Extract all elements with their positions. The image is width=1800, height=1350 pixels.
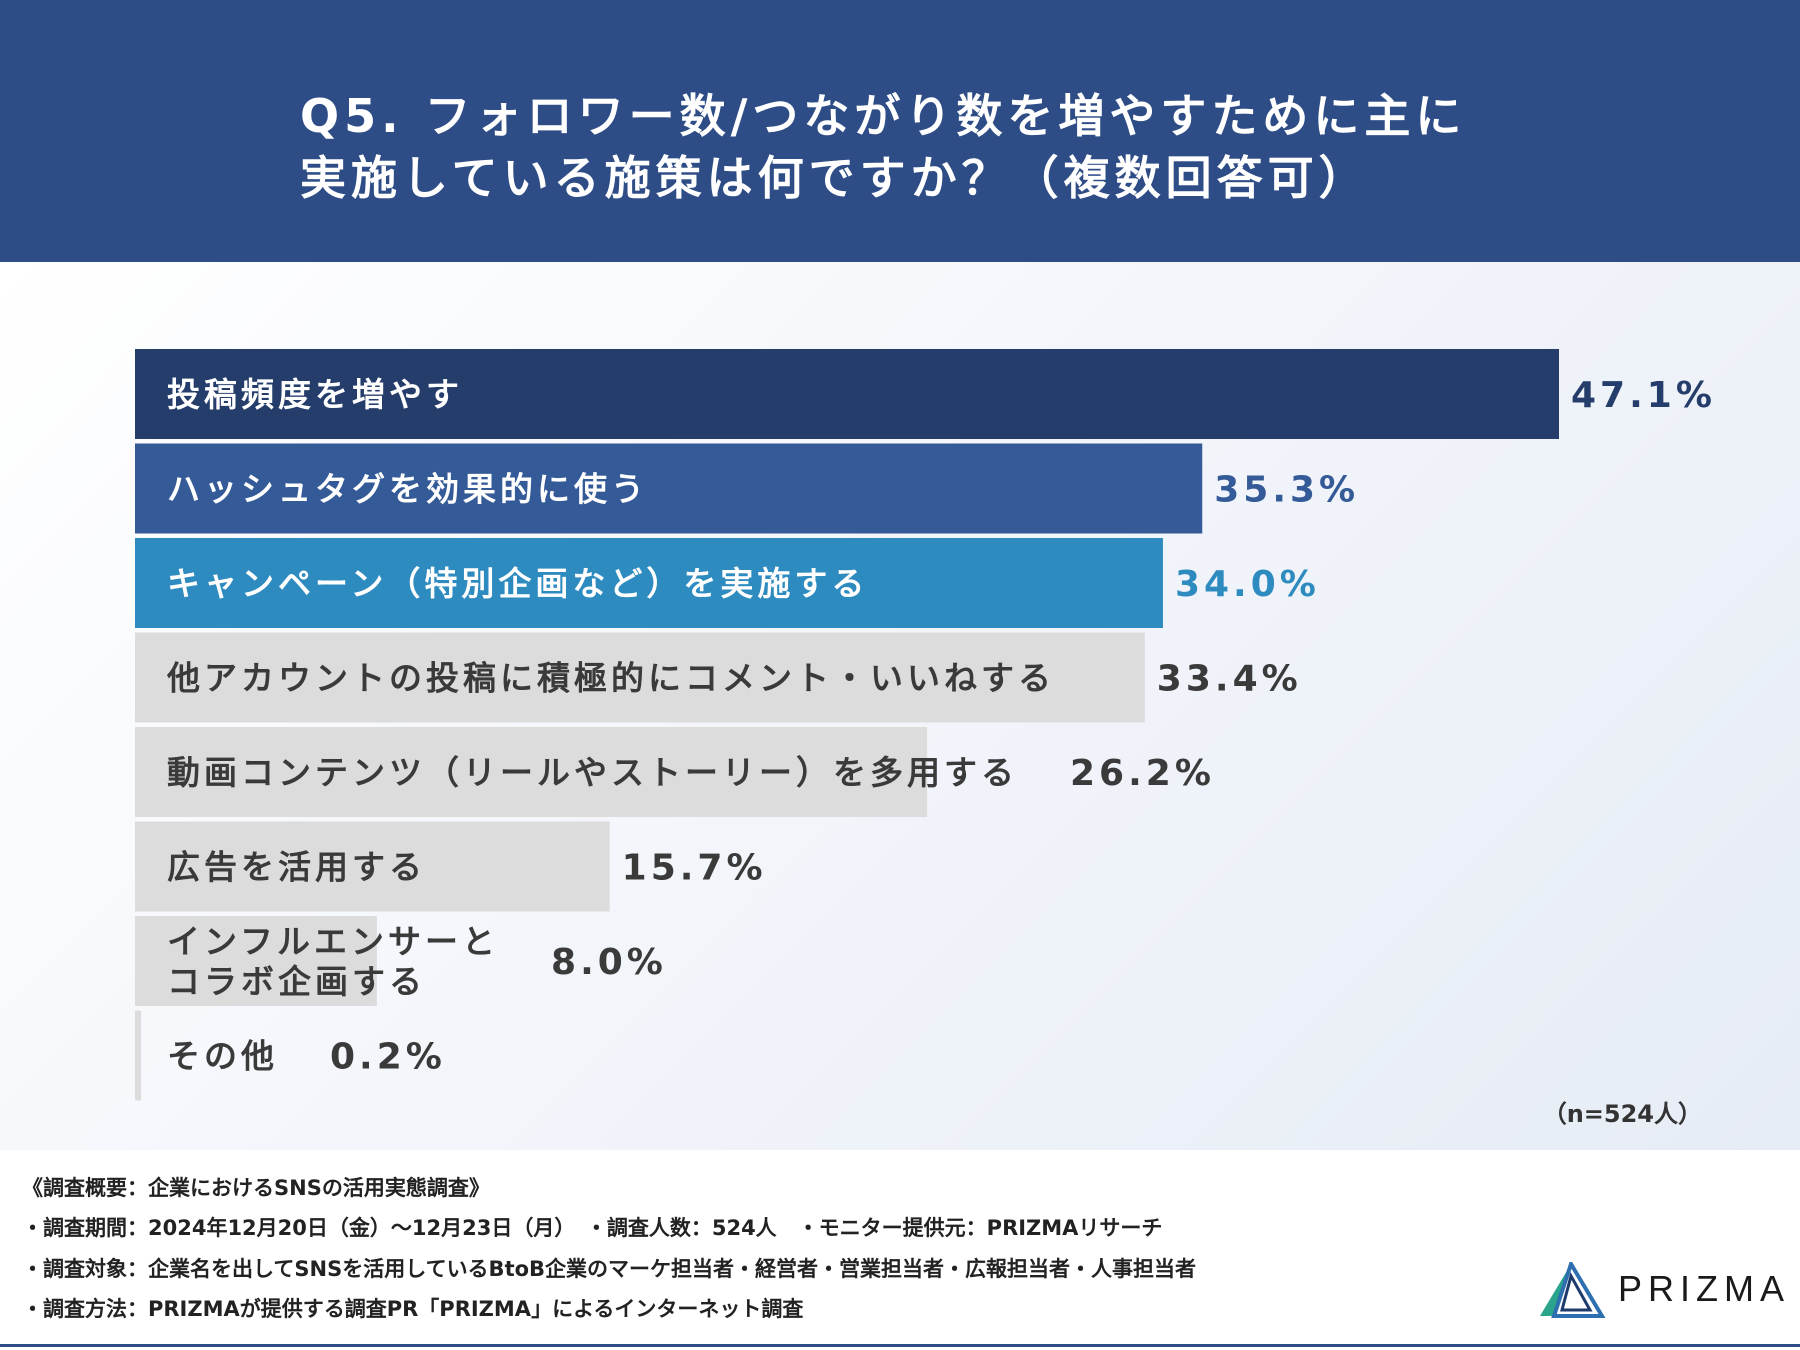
bar-5 bbox=[135, 727, 928, 817]
value-label-7: 8.0% bbox=[551, 942, 667, 983]
survey-footer: 《調査概要：企業におけるSNSの活用実態調査》 ・調査期間：2024年12月20… bbox=[0, 1150, 1800, 1350]
bar-1 bbox=[135, 349, 1559, 439]
bar-label-4: 他アカウントの投稿に積極的にコメント・いいねする bbox=[166, 659, 1055, 698]
bar-label-1: 投稿頻度を増やす bbox=[167, 375, 463, 414]
value-label-6: 15.7% bbox=[622, 848, 767, 889]
bar-label-8: その他 bbox=[167, 1037, 278, 1076]
survey-target: ・調査対象：企業名を出してSNSを活用しているBtoB企業のマーケ担当者・経営者… bbox=[22, 1257, 1197, 1281]
bar-label-6: 広告を活用する bbox=[167, 848, 426, 887]
bar-7 bbox=[135, 916, 377, 1006]
chart-title-line-1: Q5. フォロワー数/つながり数を増やすために主に bbox=[300, 89, 1467, 143]
bar-label-3: キャンペーン（特別企画など）を実施する bbox=[167, 564, 868, 603]
prizma-triangle-icon bbox=[1540, 1262, 1606, 1318]
bar-label-7: インフルエンサーとコラボ企画する bbox=[167, 922, 499, 1001]
survey-period: ・調査期間：2024年12月20日（金）〜12月23日（月） ・調査人数：524… bbox=[22, 1216, 1163, 1240]
bar-chart: 投稿頻度を増やす 47.1% ハッシュタグを効果的に使う 35.3% キャンペーン（特別… bbox=[135, 349, 1716, 1101]
bar-label-2: ハッシュタグを効果的に使う bbox=[167, 470, 648, 509]
survey-overview-heading: 《調査概要：企業におけるSNSの活用実態調査》 bbox=[22, 1176, 490, 1200]
bar-8 bbox=[135, 1010, 142, 1101]
bar-2 bbox=[135, 443, 1203, 534]
header-banner: Q5. フォロワー数/つながり数を増やすために主に 実施している施策は何ですか？… bbox=[0, 0, 1800, 262]
value-label-5: 26.2% bbox=[1070, 753, 1215, 794]
prizma-logo: PRIZMA bbox=[1538, 1262, 1784, 1320]
value-label-3: 34.0% bbox=[1175, 564, 1320, 605]
value-label-4: 33.4% bbox=[1157, 659, 1302, 700]
bar-4 bbox=[135, 632, 1145, 723]
prizma-logo-text: PRIZMA bbox=[1618, 1268, 1791, 1309]
sample-size-note: （n=524人） bbox=[1542, 1100, 1702, 1128]
bottom-rule bbox=[0, 1344, 1800, 1347]
value-label-8: 0.2% bbox=[330, 1037, 446, 1078]
survey-method: ・調査方法：PRIZMAが提供する調査PR「PRIZMA」によるインターネット調… bbox=[22, 1297, 804, 1321]
bar-label-5: 動画コンテンツ（リールやストーリー）を多用する bbox=[167, 753, 1018, 792]
value-label-1: 47.1% bbox=[1571, 375, 1716, 416]
bar-6 bbox=[135, 821, 610, 912]
value-label-2: 35.3% bbox=[1214, 470, 1359, 511]
chart-title-line-2: 実施している施策は何ですか？（複数回答可） bbox=[300, 151, 1370, 205]
bar-3 bbox=[135, 538, 1163, 628]
